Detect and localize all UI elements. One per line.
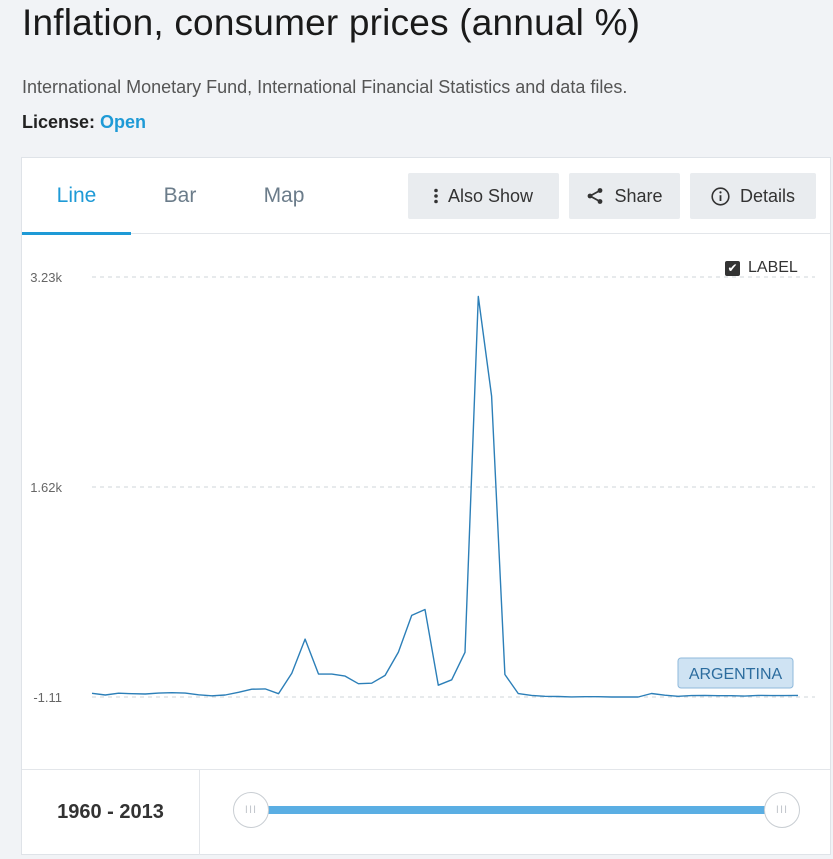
series-line-argentina[interactable] [91,295,799,698]
year-range-slider-track[interactable] [250,806,785,814]
label-toggle-text: LABEL [748,259,798,276]
range-end-handle[interactable]: III [764,792,800,828]
also-show-button[interactable]: Also Show [408,173,559,219]
details-label: Details [739,185,796,206]
y-tick-label: -1.11 [33,690,62,705]
license-label: License: [22,112,96,132]
series-label-text: ARGENTINA [689,666,783,683]
handle-grip-icon: III [244,804,258,816]
info-icon [711,186,730,206]
share-icon [588,188,603,204]
range-start-handle[interactable]: III [233,792,269,828]
line-chart: 3.23k 1.62k -1.11 ARGENTINA [30,270,815,705]
details-button[interactable]: Details [690,173,816,219]
share-label: Share [614,185,663,206]
handle-grip-icon: III [775,804,789,816]
license: License: Open [22,112,146,133]
chart-area: 3.23k 1.62k -1.11 ARGENTINA [22,235,830,768]
chart-card: Line Bar Map Also Show Share Details [21,157,831,855]
also-show-label: Also Show [447,185,534,206]
label-toggle[interactable]: ✔ LABEL [725,259,798,277]
share-button[interactable]: Share [569,173,680,219]
license-open-link[interactable]: Open [100,112,147,132]
year-range-label: 1960 - 2013 [22,770,200,855]
y-tick-label: 1.62k [30,480,62,495]
year-range-bar: 1960 - 2013 III III [22,769,830,855]
y-tick-label: 3.23k [30,270,62,285]
checkbox-checked-icon[interactable]: ✔ [725,260,740,276]
view-tabs: Line Bar Map Also Show Share Details [22,158,830,235]
series-label-badge [677,657,794,689]
page-title: Inflation, consumer prices (annual %) [22,2,641,43]
more-vertical-icon [434,188,438,204]
tab-bar[interactable]: Bar [163,184,197,207]
tab-map[interactable]: Map [263,184,305,207]
source-note: International Monetary Fund, Internation… [22,77,628,97]
tab-line[interactable]: Line [22,158,131,235]
